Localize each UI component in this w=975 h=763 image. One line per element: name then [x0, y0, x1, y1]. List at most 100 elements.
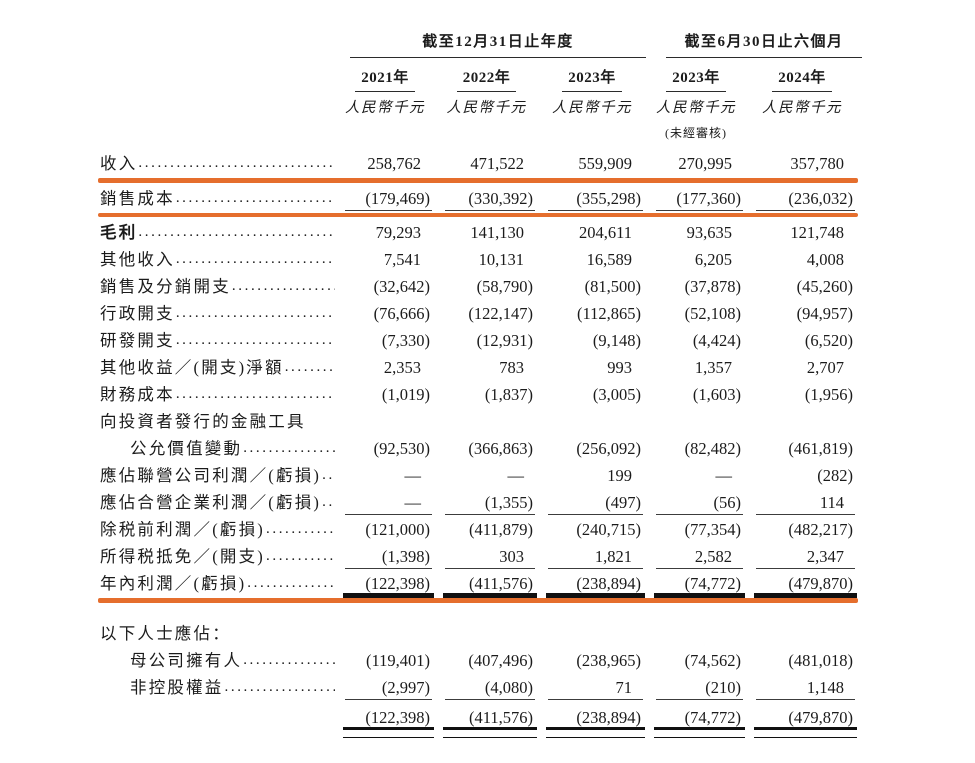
value: 93,635	[686, 223, 732, 242]
value: (479,870)	[788, 707, 853, 727]
value: (1,603)	[692, 385, 741, 404]
value: (1,355)	[484, 493, 533, 512]
unit-label: 人民幣千元	[656, 100, 736, 116]
row-label-cell: 向投資者發行的金融工具	[98, 408, 335, 435]
value: 199	[607, 466, 632, 485]
value-cell: (7,330)	[335, 327, 435, 354]
value-cell	[538, 620, 646, 647]
value-cell: 1,148	[746, 674, 858, 701]
value-cell: (236,032)	[746, 185, 858, 212]
value: 204,611	[578, 223, 632, 242]
row-label: 毛利	[100, 223, 138, 242]
dot-leader: ........................................…	[247, 575, 335, 591]
value-cell: (52,108)	[646, 300, 746, 327]
value-cell: 121,748	[746, 219, 858, 246]
value-cell: (45,260)	[746, 273, 858, 300]
value-cell	[335, 620, 435, 647]
dot-leader: ........................................…	[243, 440, 335, 456]
table-row: 除税前利潤／(虧損)..............................…	[98, 516, 858, 543]
value-cell: (177,360)	[646, 185, 746, 212]
value-cell: (56)	[646, 489, 746, 516]
value-cell	[538, 408, 646, 435]
value-cell: (366,863)	[435, 435, 538, 462]
dot-leader: ........................................…	[175, 386, 335, 402]
value: (1,956)	[804, 385, 853, 404]
value: 2,353	[383, 358, 421, 377]
value: (177,360)	[676, 188, 741, 208]
table-row: 行政開支....................................…	[98, 300, 858, 327]
value: (236,032)	[788, 188, 853, 208]
value-cell: (6,520)	[746, 327, 858, 354]
value-cell: 114	[746, 489, 858, 516]
table-row: 公允價值變動..................................…	[98, 435, 858, 462]
value: (121,000)	[365, 520, 430, 539]
value: 16,589	[586, 250, 632, 269]
dot-leader: ........................................…	[175, 189, 335, 206]
annual-period-header: 截至12月31日止年度	[422, 34, 574, 50]
value: 1,821	[594, 547, 632, 566]
value-cell: (330,392)	[435, 185, 538, 212]
value: (37,878)	[684, 277, 741, 296]
value: (94,957)	[796, 304, 853, 323]
value-cell: (94,957)	[746, 300, 858, 327]
table-row: 其他收益／(開支)淨額.............................…	[98, 354, 858, 381]
value-cell: (497)	[538, 489, 646, 516]
value-cell: 993	[538, 354, 646, 381]
value-cell: (179,469)	[335, 185, 435, 212]
value-cell: —	[435, 462, 538, 489]
value: 71	[615, 677, 633, 697]
value: 7,541	[383, 250, 421, 269]
value: (122,398)	[365, 574, 430, 593]
row-label: 公允價值變動	[130, 439, 243, 458]
value-cell: 258,762	[335, 150, 435, 177]
dot-leader: ........................................…	[243, 651, 335, 668]
dot-leader: ........................................…	[175, 332, 335, 348]
period-group-header-row: 截至12月31日止年度 截至6月30日止六個月	[98, 30, 862, 58]
value: (45,260)	[796, 277, 853, 296]
value-cell: (122,147)	[435, 300, 538, 327]
value-cell: 4,008	[746, 246, 858, 273]
value: (52,108)	[684, 304, 741, 323]
value-cell: —	[646, 462, 746, 489]
value-cell: 10,131	[435, 246, 538, 273]
value: (282)	[817, 466, 853, 485]
value-cell: 7,541	[335, 246, 435, 273]
value-cell: 1,821	[538, 543, 646, 570]
dot-leader: ........................................…	[138, 224, 335, 240]
row-label: 財務成本	[100, 385, 175, 404]
value: 2,707	[806, 358, 844, 377]
value: (77,354)	[684, 520, 741, 539]
value: (76,666)	[373, 304, 430, 323]
row-label: 銷售及分銷開支	[100, 277, 231, 296]
row-label-cell: 其他收入....................................…	[98, 246, 335, 273]
row-label-cell: 以下人士應佔：	[98, 620, 335, 647]
value-cell	[646, 408, 746, 435]
year-header-2024-interim: 2024年	[746, 60, 858, 92]
table-row: 財務成本....................................…	[98, 381, 858, 408]
table-row: 母公司擁有人..................................…	[98, 647, 858, 674]
value-cell: (1,837)	[435, 381, 538, 408]
value-cell: 471,522	[435, 150, 538, 177]
value-cell: (112,865)	[538, 300, 646, 327]
table-row: 所得税抵免／(開支)..............................…	[98, 543, 858, 570]
value: (497)	[605, 493, 641, 512]
dot-leader: ........................................…	[175, 305, 335, 321]
row-label-cell: 應佔合營企業利潤／(虧損)...........................…	[98, 489, 335, 516]
value: 10,131	[478, 250, 524, 269]
value-cell: (210)	[646, 674, 746, 701]
table-row: 銷售成本....................................…	[98, 185, 858, 212]
value-cell: (282)	[746, 462, 858, 489]
row-label: 母公司擁有人	[130, 650, 243, 670]
value-cell: (121,000)	[335, 516, 435, 543]
value-cell: 559,909	[538, 150, 646, 177]
value-cell: (479,870)	[746, 704, 858, 738]
value: (482,217)	[788, 520, 853, 539]
value: (2,997)	[381, 677, 430, 697]
table-row: 應佔合營企業利潤／(虧損)...........................…	[98, 489, 858, 516]
row-label-cell: 收入......................................…	[98, 150, 335, 177]
annual-period-group: 截至12月31日止年度	[350, 30, 646, 58]
value: (355,298)	[576, 188, 641, 208]
value: (74,772)	[684, 707, 741, 727]
value: 993	[607, 358, 632, 377]
value: 6,205	[694, 250, 732, 269]
